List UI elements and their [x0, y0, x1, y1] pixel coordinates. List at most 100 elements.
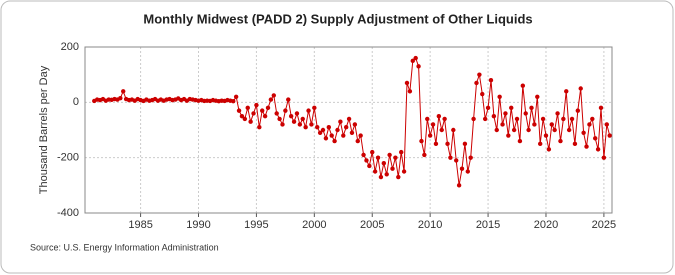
marker — [552, 127, 557, 133]
marker — [265, 105, 271, 111]
marker — [326, 125, 332, 130]
marker — [445, 141, 450, 147]
marker — [459, 166, 465, 171]
marker — [471, 116, 476, 122]
marker — [300, 116, 305, 122]
marker — [578, 86, 583, 91]
marker — [581, 130, 586, 135]
marker — [306, 108, 311, 113]
marker — [488, 78, 494, 83]
marker — [555, 111, 560, 116]
marker — [491, 113, 497, 119]
marker — [370, 149, 375, 155]
marker — [274, 111, 279, 116]
marker — [254, 102, 259, 108]
marker — [407, 89, 413, 94]
marker — [477, 72, 482, 77]
marker — [517, 138, 523, 144]
marker — [543, 133, 549, 138]
marker — [442, 116, 447, 122]
marker — [297, 122, 303, 127]
marker — [448, 155, 453, 160]
marker — [503, 111, 508, 116]
marker — [514, 116, 520, 122]
marker — [590, 116, 595, 122]
marker — [601, 155, 607, 160]
marker — [535, 94, 540, 100]
marker — [361, 152, 366, 158]
marker — [575, 108, 581, 113]
x-tick-label: 2020 — [534, 219, 558, 231]
marker — [381, 161, 387, 166]
marker — [317, 130, 323, 135]
marker — [465, 169, 470, 174]
marker — [341, 133, 346, 138]
x-tick-label: 2005 — [360, 219, 384, 231]
marker — [422, 152, 427, 158]
marker — [410, 58, 415, 64]
marker — [260, 108, 265, 113]
marker — [239, 113, 245, 119]
marker — [454, 158, 459, 163]
marker — [456, 183, 462, 188]
marker — [584, 144, 589, 149]
marker — [569, 116, 575, 122]
marker — [595, 147, 601, 152]
marker — [358, 133, 363, 138]
x-tick-label: 1995 — [244, 219, 268, 231]
marker — [529, 105, 534, 111]
marker — [367, 163, 372, 169]
marker — [343, 125, 349, 130]
marker — [121, 89, 126, 94]
marker — [587, 122, 592, 127]
marker — [364, 158, 369, 163]
marker — [558, 138, 563, 144]
marker — [335, 127, 340, 133]
marker — [280, 122, 285, 127]
marker — [349, 130, 355, 135]
marker — [482, 116, 488, 122]
marker — [251, 111, 256, 116]
marker — [474, 80, 479, 86]
marker — [303, 125, 308, 130]
y-axis-label: Thousand Barrels per Day — [38, 65, 50, 194]
y-tick-label: 200 — [61, 41, 79, 53]
marker — [497, 94, 502, 100]
marker — [419, 138, 424, 144]
marker — [271, 93, 276, 98]
marker — [506, 133, 511, 138]
marker — [537, 141, 543, 147]
marker — [433, 141, 439, 147]
marker — [390, 166, 395, 171]
marker — [604, 122, 609, 127]
marker — [509, 105, 514, 111]
marker — [257, 125, 262, 130]
marker — [430, 122, 436, 127]
marker — [248, 119, 253, 124]
marker — [233, 94, 239, 100]
y-tick-label: -200 — [57, 152, 79, 164]
marker — [320, 127, 326, 133]
marker — [323, 136, 329, 141]
marker — [378, 174, 384, 180]
marker — [338, 119, 343, 124]
marker — [427, 133, 433, 138]
chart-title: Monthly Midwest (PADD 2) Supply Adjustme… — [143, 11, 532, 26]
marker — [231, 99, 236, 104]
x-tick-label: 2025 — [592, 219, 616, 231]
marker — [607, 133, 612, 138]
marker — [291, 119, 297, 124]
marker — [468, 155, 473, 160]
plot-border — [84, 46, 613, 214]
marker — [425, 116, 430, 122]
marker — [520, 83, 526, 88]
marker — [236, 108, 242, 113]
marker — [268, 97, 274, 102]
marker — [494, 127, 499, 133]
source: Source: U.S. Energy Information Administ… — [30, 242, 219, 252]
marker — [352, 122, 358, 127]
marker — [526, 127, 531, 133]
marker — [416, 64, 421, 69]
